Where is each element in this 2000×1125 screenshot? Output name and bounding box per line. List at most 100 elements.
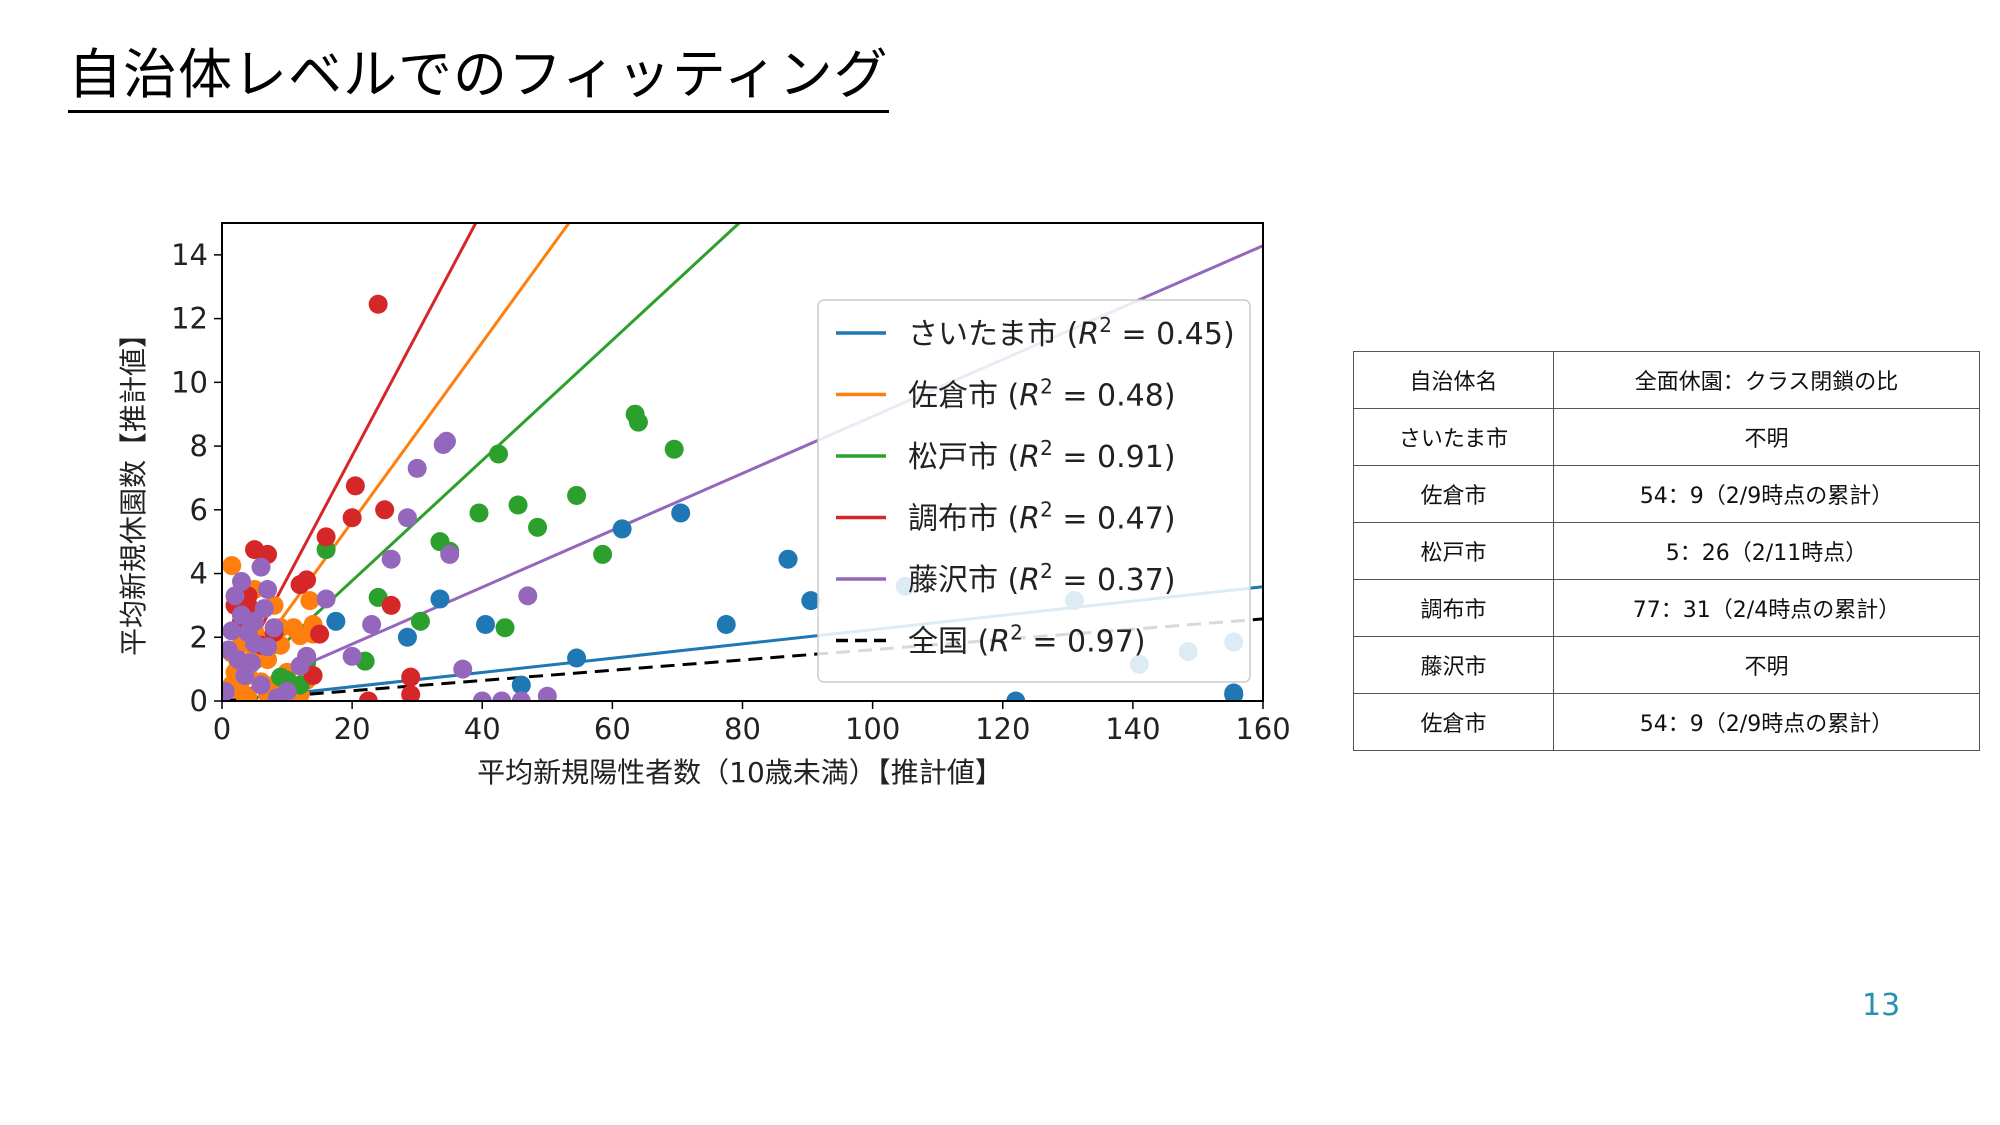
data-point [508,495,528,515]
fit-line [222,223,742,701]
y-tick-label: 0 [190,684,208,718]
table-cell: 佐倉市 [1353,465,1554,523]
data-point [436,431,456,451]
table-cell: 不明 [1553,408,1980,466]
data-point [297,570,317,590]
x-axis-label: 平均新規陽性者数（10歳未満）【推計値】 [477,756,1003,789]
data-point [453,659,473,679]
table-cell: 5：26（2/11時点） [1553,522,1980,580]
data-point [310,624,330,644]
x-tick-label: 140 [1105,712,1160,746]
y-tick-label: 6 [190,493,208,527]
table-cell: 54：9（2/9時点の累計） [1553,693,1980,751]
data-point [258,579,278,599]
x-tick-label: 80 [724,712,761,746]
data-point [254,599,274,619]
x-tick-label: 0 [213,712,231,746]
data-point [251,557,271,577]
data-point [664,439,684,459]
data-point [628,412,648,432]
data-point [362,615,382,635]
chart-legend: さいたま市 (R2 = 0.45) 佐倉市 (R2 = 0.48) 松戸市 (R2 … [817,299,1251,683]
page-number: 13 [1862,988,1901,1023]
table-cell: 藤沢市 [1353,636,1554,694]
x-tick-label: 100 [845,712,900,746]
scatter-chart: 0 20 40 60 80 100 120 140 160 0 2 4 6 8 10 12 14 平均新規陽性… [117,222,1291,789]
data-point [316,589,336,609]
data-point [241,653,261,673]
y-axis-ticks: 0 2 4 6 8 10 12 14 [171,238,222,718]
data-point [567,648,587,668]
x-tick-label: 40 [464,712,501,746]
data-point [368,294,388,314]
data-point [225,586,245,606]
data-point [489,444,509,464]
table-row: 調布市 77：31（2/4時点の累計） [1353,579,1980,637]
legend-label: 調布市 (R2 = 0.47) [908,498,1176,537]
data-point [303,666,323,686]
x-tick-label: 120 [975,712,1030,746]
data-point [251,675,271,695]
data-point [612,519,632,539]
data-point [407,458,427,478]
table-cell: 不明 [1553,636,1980,694]
data-point [801,591,821,611]
data-point [716,615,736,635]
data-point [316,527,336,547]
x-tick-label: 20 [334,712,371,746]
table-header-cell: 全面休園：クラス閉鎖の比 [1553,351,1980,409]
data-point [397,508,417,528]
data-point [375,500,395,520]
data-point [1006,691,1026,701]
table-row: 松戸市 5：26（2/11時点） [1353,522,1980,580]
data-point [778,549,798,569]
table-row: 佐倉市 54：9（2/9時点の累計） [1353,693,1980,751]
y-tick-label: 12 [171,302,208,336]
data-point [401,667,421,687]
data-point [469,503,489,523]
data-point [264,618,284,638]
data-point [593,544,613,564]
table-header-cell: 自治体名 [1353,351,1554,409]
data-point [440,544,460,564]
data-point [342,508,362,528]
legend-label: 松戸市 (R2 = 0.91) [908,436,1176,475]
data-point [495,618,515,638]
y-tick-label: 14 [171,238,208,272]
legend-label: 藤沢市 (R2 = 0.37) [908,559,1176,598]
data-point [326,611,346,631]
table-cell: 調布市 [1353,579,1554,637]
data-point [300,591,320,611]
data-point [258,637,278,657]
slide-title: 自治体レベルでのフィッティング [68,42,889,113]
table-cell: 佐倉市 [1353,693,1554,751]
data-point [222,621,242,641]
data-point [358,691,378,701]
data-point [511,691,531,701]
table-header-row: 自治体名 全面休園：クラス閉鎖の比 [1353,351,1980,409]
data-point [492,691,512,701]
data-point [1224,685,1244,701]
table-cell: 54：9（2/9時点の累計） [1553,465,1980,523]
x-axis-ticks: 0 20 40 60 80 100 120 140 160 [213,701,1291,746]
data-point [232,572,252,591]
data-point [238,688,258,701]
table-cell: 松戸市 [1353,522,1554,580]
x-tick-label: 160 [1235,712,1290,746]
ratio-table: 自治体名 全面休園：クラス閉鎖の比 さいたま市 不明 佐倉市 54：9（2/9時… [1353,351,1980,751]
legend-label: 佐倉市 (R2 = 0.48) [908,375,1176,414]
data-point [381,549,401,569]
x-tick-label: 60 [594,712,631,746]
data-point [410,611,430,631]
fit-line [222,223,571,701]
data-point [222,556,242,576]
y-tick-label: 10 [171,365,208,399]
data-point [518,586,538,606]
data-point [297,646,317,666]
legend-label: 全国 (R2 = 0.97) [908,621,1146,660]
table-row: 藤沢市 不明 [1353,636,1980,694]
data-point [528,517,548,537]
data-point [342,646,362,666]
table-row: 佐倉市 54：9（2/9時点の累計） [1353,465,1980,523]
data-point [472,691,492,701]
